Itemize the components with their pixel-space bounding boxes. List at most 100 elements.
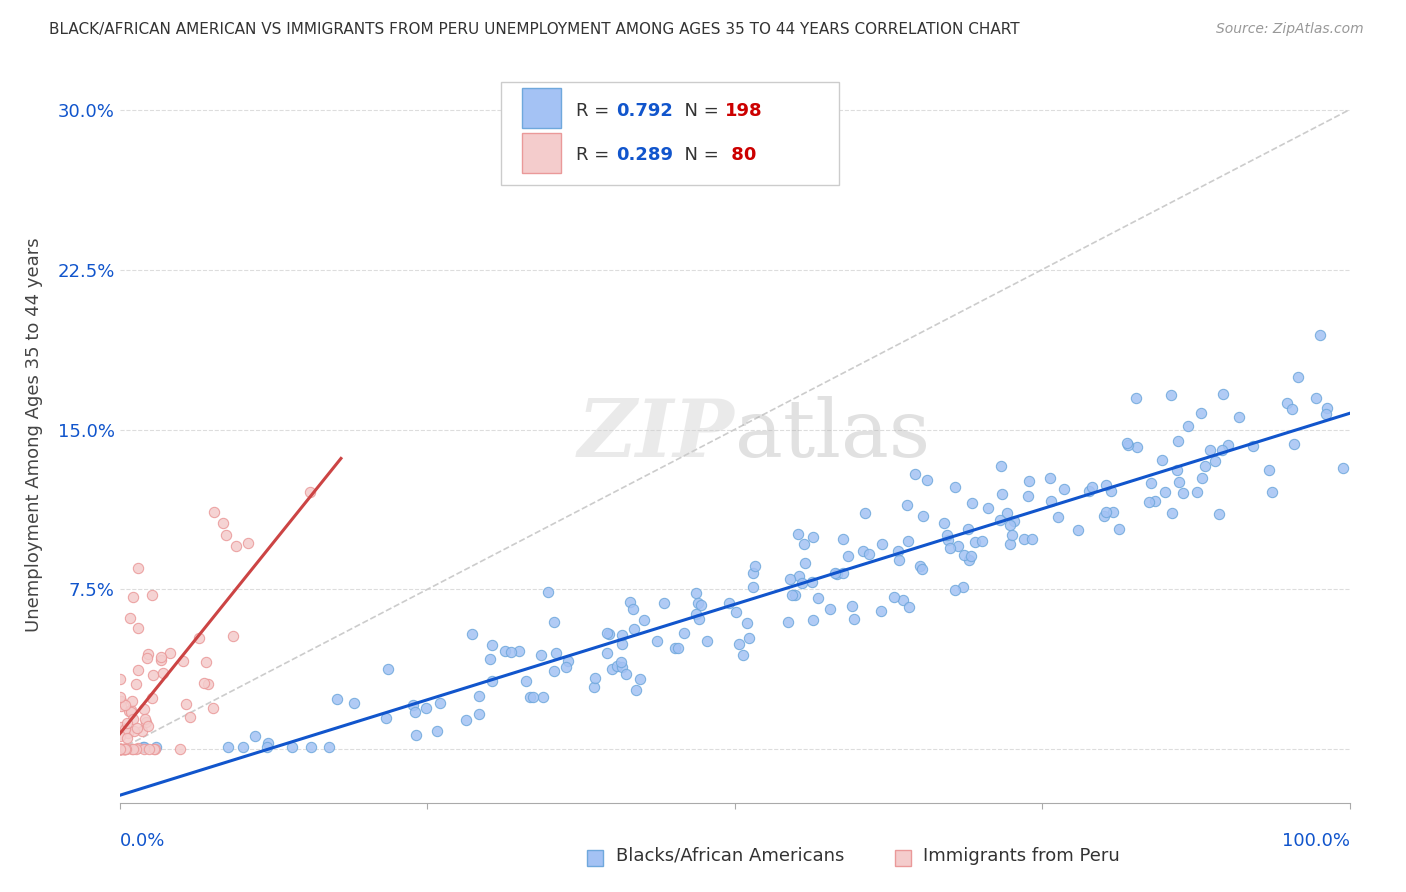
- Point: [988, 513, 1011, 527]
- Point: [932, 516, 955, 530]
- FancyBboxPatch shape: [522, 88, 561, 128]
- Point: [142, 668, 165, 682]
- Point: [125, 742, 148, 756]
- Point: [957, 553, 980, 567]
- Point: [911, 561, 934, 575]
- Point: [741, 566, 763, 580]
- Point: [832, 566, 855, 580]
- Point: [1018, 474, 1040, 488]
- Point: [197, 677, 219, 691]
- FancyBboxPatch shape: [894, 850, 911, 866]
- Point: [318, 740, 340, 755]
- Point: [132, 740, 155, 755]
- Point: [645, 634, 668, 648]
- Point: [783, 588, 806, 602]
- Text: 0.0%: 0.0%: [120, 832, 165, 850]
- Point: [897, 534, 920, 549]
- Point: [1194, 458, 1216, 473]
- Point: [858, 548, 880, 562]
- Point: [1137, 495, 1160, 509]
- Point: [149, 653, 172, 667]
- Point: [614, 667, 637, 681]
- Point: [522, 690, 544, 704]
- Point: [912, 509, 935, 524]
- Point: [959, 549, 981, 563]
- Point: [673, 626, 696, 640]
- Point: [946, 539, 969, 553]
- Point: [668, 640, 690, 655]
- Text: Blacks/African Americans: Blacks/African Americans: [616, 847, 844, 864]
- Point: [499, 645, 522, 659]
- Point: [1140, 475, 1163, 490]
- Point: [595, 626, 617, 640]
- Point: [801, 613, 824, 627]
- Point: [217, 740, 239, 755]
- Point: [939, 541, 962, 556]
- Point: [685, 607, 707, 621]
- Point: [725, 605, 748, 619]
- Point: [779, 572, 801, 586]
- Point: [1012, 532, 1035, 546]
- Point: [179, 710, 201, 724]
- Point: [404, 705, 426, 719]
- Point: [211, 516, 233, 530]
- Point: [136, 647, 159, 661]
- Point: [1150, 453, 1173, 467]
- Point: [115, 742, 138, 756]
- Point: [624, 682, 647, 697]
- Point: [134, 742, 156, 756]
- Point: [202, 505, 225, 519]
- Point: [991, 487, 1014, 501]
- Point: [832, 532, 855, 546]
- Point: [508, 643, 530, 657]
- Point: [883, 591, 905, 605]
- Point: [935, 528, 957, 542]
- Point: [685, 586, 707, 600]
- Point: [1102, 505, 1125, 519]
- Point: [1212, 387, 1234, 401]
- Point: [401, 698, 423, 712]
- Point: [1053, 482, 1076, 496]
- Point: [824, 566, 846, 581]
- Point: [343, 696, 366, 710]
- Point: [557, 655, 579, 669]
- Point: [718, 596, 741, 610]
- Point: [415, 701, 437, 715]
- Point: [111, 742, 134, 756]
- FancyBboxPatch shape: [501, 81, 839, 185]
- Point: [468, 689, 491, 703]
- Point: [1191, 471, 1213, 485]
- Point: [696, 634, 718, 648]
- Point: [915, 473, 938, 487]
- Point: [530, 648, 553, 662]
- Point: [623, 623, 645, 637]
- Point: [108, 742, 131, 756]
- Point: [995, 506, 1018, 520]
- Point: [606, 659, 628, 673]
- Point: [891, 592, 914, 607]
- Point: [610, 637, 633, 651]
- Point: [115, 716, 138, 731]
- Point: [1118, 438, 1140, 452]
- Point: [583, 681, 606, 695]
- Point: [136, 650, 159, 665]
- Point: [794, 556, 817, 570]
- Point: [108, 729, 131, 743]
- Point: [595, 646, 617, 660]
- Point: [405, 728, 427, 742]
- Text: N =: N =: [673, 102, 724, 120]
- Point: [122, 724, 145, 739]
- Point: [869, 604, 891, 618]
- Point: [990, 458, 1012, 473]
- Text: Source: ZipAtlas.com: Source: ZipAtlas.com: [1216, 22, 1364, 37]
- Point: [1153, 485, 1175, 500]
- Point: [145, 740, 167, 755]
- Point: [953, 548, 976, 562]
- Point: [1095, 477, 1118, 491]
- Point: [977, 501, 1000, 516]
- Point: [1286, 370, 1309, 384]
- Point: [377, 662, 399, 676]
- Point: [108, 742, 131, 756]
- Point: [1216, 438, 1239, 452]
- Point: [787, 569, 810, 583]
